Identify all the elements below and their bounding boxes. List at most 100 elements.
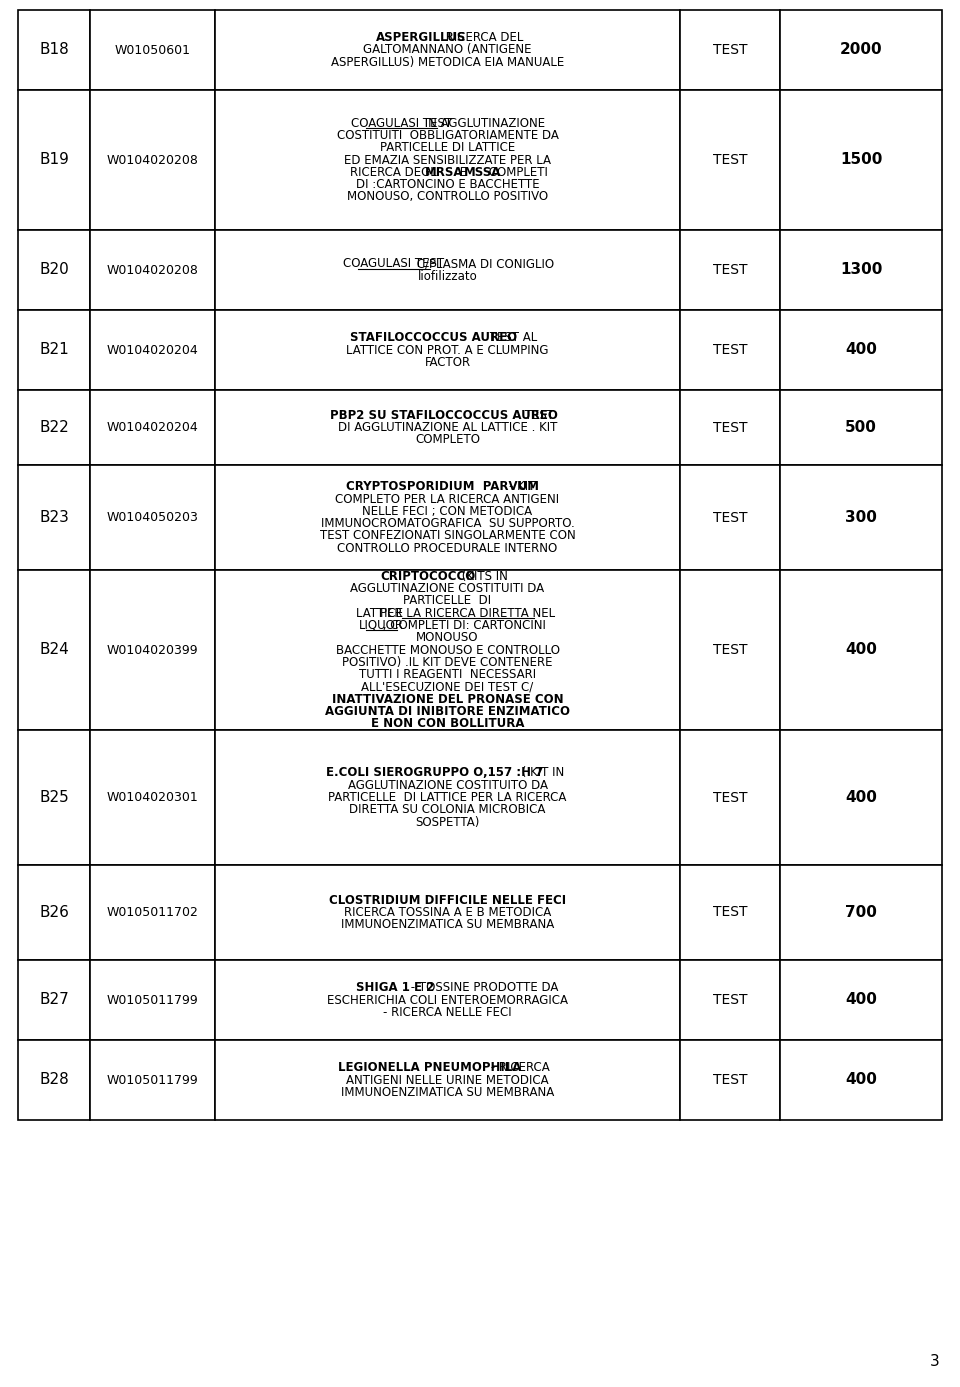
Text: POSITIVO) .IL KIT DEVE CONTENERE: POSITIVO) .IL KIT DEVE CONTENERE (343, 656, 553, 669)
Text: BACCHETTE MONOUSO E CONTROLLO: BACCHETTE MONOUSO E CONTROLLO (335, 644, 560, 656)
Bar (18, 1040, 90, 1119)
Text: MSSA: MSSA (464, 166, 501, 179)
Text: INATTIVAZIONE DEL PRONASE CON: INATTIVAZIONE DEL PRONASE CON (332, 692, 564, 706)
Text: AGGIUNTA DI INIBITORE ENZIMATICO: AGGIUNTA DI INIBITORE ENZIMATICO (325, 705, 570, 718)
Text: IMMUNOENZIMATICA SU MEMBRANA: IMMUNOENZIMATICA SU MEMBRANA (341, 1086, 554, 1099)
Text: B27: B27 (39, 993, 69, 1007)
Text: TEST: TEST (712, 43, 747, 57)
Text: W0104020399: W0104020399 (107, 644, 199, 656)
Bar (18, 960, 90, 1040)
Text: W0104020204: W0104020204 (107, 344, 199, 356)
Bar (90, 960, 215, 1040)
Text: W0104020208: W0104020208 (107, 154, 199, 166)
Text: B22: B22 (39, 420, 69, 436)
Bar (680, 230, 780, 311)
Text: PBP2 SU STAFILOCCOCCUS AUREO: PBP2 SU STAFILOCCOCCUS AUREO (330, 409, 558, 422)
Bar (18, 465, 90, 570)
Text: COAGULASI TEST: COAGULASI TEST (351, 117, 452, 129)
Text: 1500: 1500 (840, 153, 882, 168)
Text: 400: 400 (845, 343, 876, 358)
Bar (215, 960, 680, 1040)
Text: W0105011702: W0105011702 (107, 906, 199, 920)
Text: MONOUSO, CONTROLLO POSITIVO: MONOUSO, CONTROLLO POSITIVO (347, 190, 548, 204)
Text: STAFILOCCOCCUS AUREO: STAFILOCCOCCUS AUREO (350, 331, 517, 344)
Text: B23: B23 (39, 510, 69, 526)
Text: RICERCA DEGLI: RICERCA DEGLI (349, 166, 444, 179)
Text: ASPERGILLUS) METODICA EIA MANUALE: ASPERGILLUS) METODICA EIA MANUALE (331, 55, 564, 69)
Text: 400: 400 (845, 1072, 876, 1087)
Bar (18, 570, 90, 730)
Text: C/PLASMA DI CONIGLIO: C/PLASMA DI CONIGLIO (413, 258, 554, 270)
Text: B18: B18 (39, 43, 69, 57)
Text: W0104020208: W0104020208 (107, 264, 199, 276)
Text: ESCHERICHIA COLI ENTEROEMORRAGICA: ESCHERICHIA COLI ENTEROEMORRAGICA (327, 993, 568, 1007)
Bar (680, 570, 780, 730)
Text: TEST: TEST (712, 906, 747, 920)
Bar (215, 390, 680, 465)
Bar (680, 960, 780, 1040)
Bar (780, 90, 942, 230)
Bar (780, 311, 942, 390)
Text: AGGLUTINAZIONE COSTITUITI DA: AGGLUTINAZIONE COSTITUITI DA (350, 583, 544, 595)
Bar (780, 865, 942, 960)
Text: 700: 700 (845, 904, 876, 920)
Text: SHIGA 1 E 2: SHIGA 1 E 2 (356, 981, 434, 994)
Bar (680, 730, 780, 865)
Text: PER LA RICERCA DIRETTA NEL: PER LA RICERCA DIRETTA NEL (380, 606, 556, 620)
Text: LEGIONELLA PNEUMOPHILA: LEGIONELLA PNEUMOPHILA (338, 1061, 521, 1074)
Bar (215, 90, 680, 230)
Text: 3: 3 (930, 1354, 940, 1369)
Text: B24: B24 (39, 642, 69, 657)
Bar (90, 570, 215, 730)
Text: W0104020301: W0104020301 (107, 791, 199, 804)
Text: B20: B20 (39, 262, 69, 277)
Text: TUTTI I REAGENTI  NECESSARI: TUTTI I REAGENTI NECESSARI (359, 669, 536, 681)
Bar (90, 1040, 215, 1119)
Text: RICERCA TOSSINA A E B METODICA: RICERCA TOSSINA A E B METODICA (344, 906, 551, 920)
Bar (680, 865, 780, 960)
Text: COMPLETI: COMPLETI (485, 166, 548, 179)
Text: (KITS IN: (KITS IN (458, 570, 508, 583)
Text: TEST: TEST (712, 343, 747, 356)
Text: W0104020204: W0104020204 (107, 422, 199, 434)
Text: ED EMAZIA SENSIBILIZZATE PER LA: ED EMAZIA SENSIBILIZZATE PER LA (344, 154, 551, 166)
Text: TEST: TEST (712, 264, 747, 277)
Text: CRYPTOSPORIDIUM  PARVUM: CRYPTOSPORIDIUM PARVUM (346, 480, 540, 494)
Text: SOSPETTA): SOSPETTA) (416, 816, 480, 828)
Text: CRIPTOCOCCO: CRIPTOCOCCO (381, 570, 476, 583)
Bar (215, 865, 680, 960)
Text: 1300: 1300 (840, 262, 882, 277)
Bar (90, 730, 215, 865)
Text: B25: B25 (39, 791, 69, 804)
Text: IMMUNOCROMATOGRAFICA  SU SUPPORTO.: IMMUNOCROMATOGRAFICA SU SUPPORTO. (321, 517, 574, 530)
Bar (780, 465, 942, 570)
Text: COSTITUITI  OBBLIGATORIAMENTE DA: COSTITUITI OBBLIGATORIAMENTE DA (337, 129, 559, 141)
Bar (680, 10, 780, 90)
Bar (90, 865, 215, 960)
Text: COMPLETO PER LA RICERCA ANTIGENI: COMPLETO PER LA RICERCA ANTIGENI (335, 492, 560, 505)
Text: TEST CONFEZIONATI SINGOLARMENTE CON: TEST CONFEZIONATI SINGOLARMENTE CON (320, 530, 575, 542)
Text: TEST AL: TEST AL (487, 331, 538, 344)
Text: TEST: TEST (712, 420, 747, 434)
Text: ALL'ESECUZIONE DEI TEST C/: ALL'ESECUZIONE DEI TEST C/ (361, 681, 534, 694)
Bar (90, 311, 215, 390)
Bar (680, 90, 780, 230)
Text: ASPERGILLUS: ASPERGILLUS (375, 31, 466, 44)
Text: DIRETTA SU COLONIA MICROBICA: DIRETTA SU COLONIA MICROBICA (349, 803, 545, 817)
Text: B21: B21 (39, 343, 69, 358)
Bar (215, 465, 680, 570)
Text: 400: 400 (845, 791, 876, 804)
Bar (215, 311, 680, 390)
Bar (90, 465, 215, 570)
Bar (780, 10, 942, 90)
Bar (780, 960, 942, 1040)
Bar (215, 230, 680, 311)
Bar (90, 230, 215, 311)
Text: TEST: TEST (712, 510, 747, 524)
Bar (18, 230, 90, 311)
Bar (680, 311, 780, 390)
Bar (18, 730, 90, 865)
Text: 2000: 2000 (840, 43, 882, 57)
Text: MONOUSO: MONOUSO (417, 631, 479, 644)
Text: PARTICELLE  DI: PARTICELLE DI (403, 594, 492, 608)
